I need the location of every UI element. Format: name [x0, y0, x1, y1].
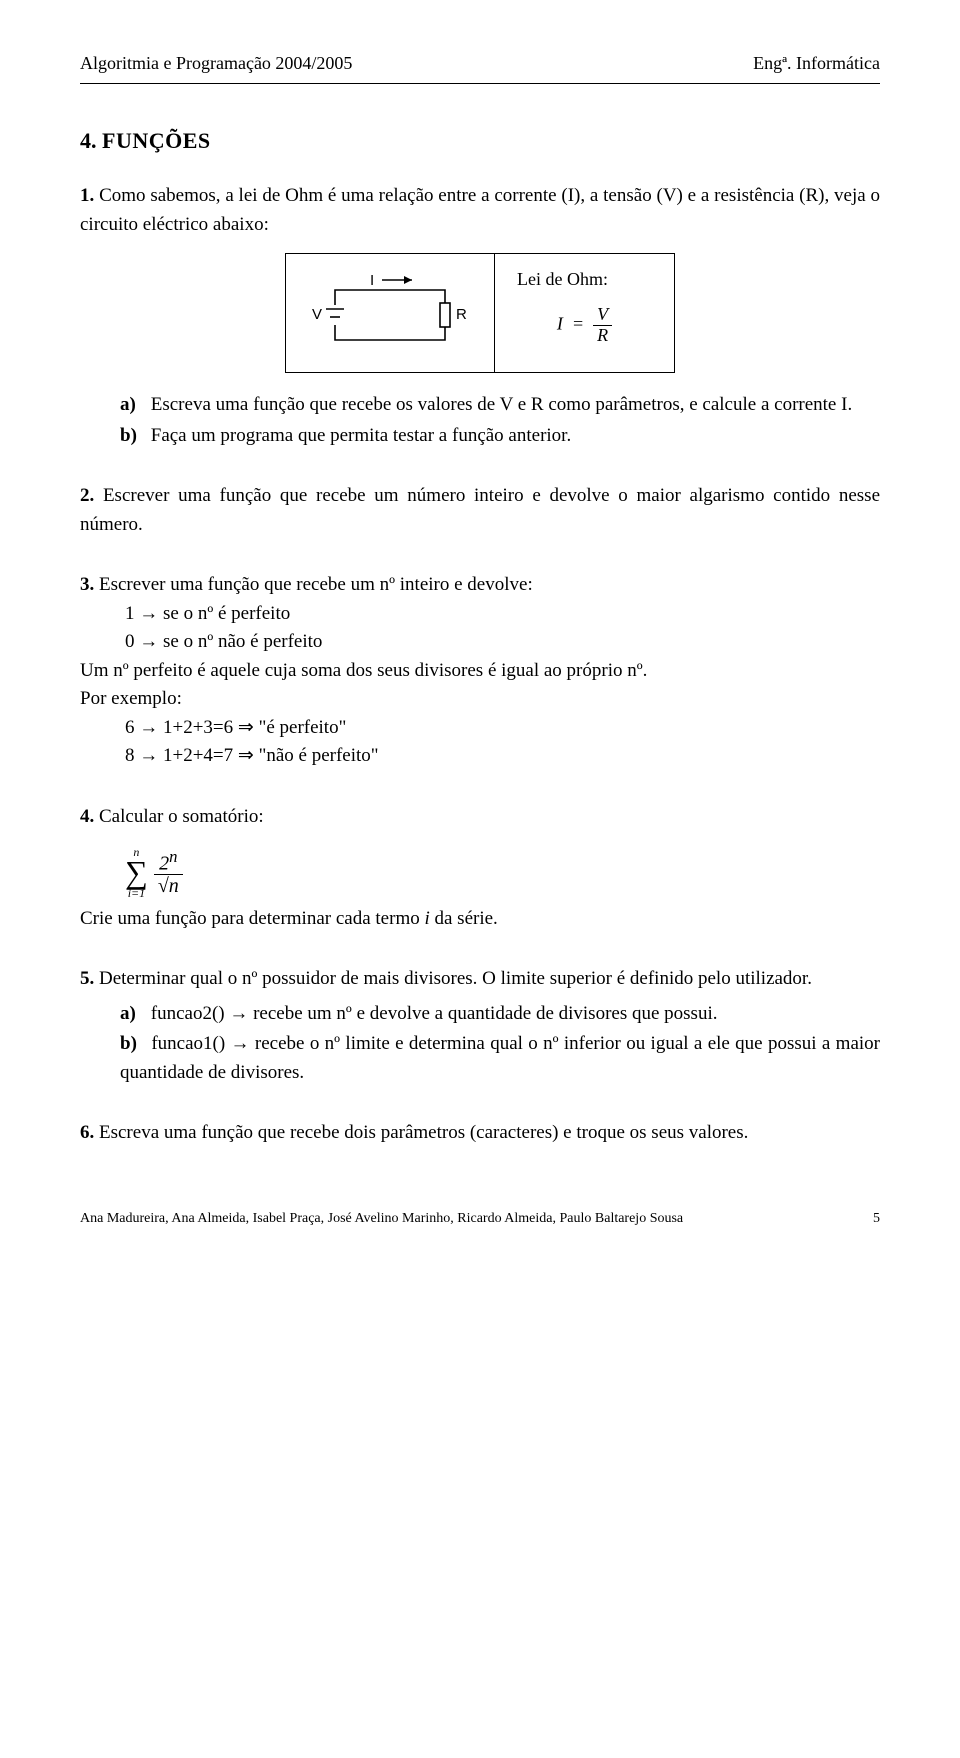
ex3-line4: Por exemplo: — [80, 685, 880, 714]
ex1-b-text: Faça um programa que permita testar a fu… — [151, 425, 571, 446]
ohm-eq: = — [572, 313, 584, 333]
page-footer: Ana Madureira, Ana Almeida, Isabel Praça… — [80, 1208, 880, 1229]
header-left: Algoritmia e Programação 2004/2005 — [80, 50, 352, 77]
sum-term: 2n √n — [154, 848, 183, 898]
sigma-bottom: i=1 — [128, 887, 145, 899]
ex5-a-label: a) — [120, 1000, 146, 1029]
ex1-a-text: Escreva uma função que recebe os valores… — [151, 394, 852, 415]
ex2-number: 2. — [80, 485, 94, 506]
ex3-line3: Um nº perfeito é aquele cuja soma dos se… — [80, 657, 880, 686]
exercise-6: 6. Escreva uma função que recebe dois pa… — [80, 1119, 880, 1148]
ex3-text: Escrever uma função que recebe um nº int… — [99, 574, 533, 595]
footer-left: Ana Madureira, Ana Almeida, Isabel Praça… — [80, 1208, 683, 1229]
sum-term-num: 2n — [154, 848, 183, 876]
circuit-V-label: V — [312, 306, 322, 323]
sum-term-den: √n — [154, 875, 183, 897]
ohm-I: I — [557, 313, 563, 333]
ex1-a: a) Escreva uma função que recebe os valo… — [120, 391, 880, 420]
ex1-b-label: b) — [120, 422, 146, 451]
exercise-5: 5. Determinar qual o nº possuidor de mai… — [80, 965, 880, 1087]
ex5-subitems: a) funcao2() → recebe um nº e devolve a … — [120, 1000, 880, 1088]
ex6-text: Escreva uma função que recebe dois parâm… — [99, 1122, 748, 1143]
ex4-sum: n ∑ i=1 2n √n — [125, 837, 880, 899]
circuit-R-label: R — [456, 306, 467, 323]
page-header: Algoritmia e Programação 2004/2005 Engª.… — [80, 50, 880, 77]
ex4-number: 4. — [80, 806, 94, 827]
header-right: Engª. Informática — [753, 50, 880, 77]
ex5-a-text: funcao2() → recebe um nº e devolve a qua… — [151, 1003, 718, 1024]
ohm-law-box: Lei de Ohm: I = V R — [495, 253, 675, 373]
ohm-law-title: Lei de Ohm: — [517, 266, 652, 293]
header-divider — [80, 83, 880, 84]
ex5-b: b) funcao1() → recebe o nº limite e dete… — [120, 1030, 880, 1087]
circuit-I-label: I — [370, 272, 374, 289]
ex1-subitems: a) Escreva uma função que recebe os valo… — [120, 391, 880, 450]
ex5-text: Determinar qual o nº possuidor de mais d… — [99, 968, 812, 989]
ohm-fraction: V R — [593, 305, 612, 346]
ex2-text: Escrever uma função que recebe um número… — [80, 485, 880, 535]
ex3-line6: 8 → 1+2+4=7 ⇒ "não é perfeito" — [125, 742, 880, 771]
ohm-formula: I = V R — [517, 305, 652, 346]
exercise-1: 1. Como sabemos, a lei de Ohm é uma rela… — [80, 182, 880, 450]
ex3-line5: 6 → 1+2+3=6 ⇒ "é perfeito" — [125, 714, 880, 743]
section-title: 4. FUNÇÕES — [80, 124, 880, 157]
circuit-svg: V R I — [300, 265, 480, 361]
ex5-number: 5. — [80, 968, 94, 989]
ex1-text: Como sabemos, a lei de Ohm é uma relação… — [80, 185, 880, 235]
section-number: 4. — [80, 128, 97, 153]
ex3-line1: 1 → se o nº é perfeito — [125, 600, 880, 629]
sigma-symbol: n ∑ i=1 — [125, 846, 148, 899]
ex1-number: 1. — [80, 185, 94, 206]
circuit-and-law-row: V R I Lei de Ohm: I = V R — [80, 253, 880, 373]
section-name: FUNÇÕES — [102, 128, 211, 153]
ohm-V: V — [593, 305, 612, 326]
exercise-4: 4. Calcular o somatório: n ∑ i=1 2n √n C… — [80, 803, 880, 934]
ex3-line2: 0 → se o nº não é perfeito — [125, 628, 880, 657]
footer-page-number: 5 — [873, 1208, 880, 1229]
exercise-3: 3. Escrever uma função que recebe um nº … — [80, 571, 880, 771]
ex5-a: a) funcao2() → recebe um nº e devolve a … — [120, 1000, 880, 1029]
ohm-R: R — [593, 326, 612, 346]
ex1-a-label: a) — [120, 391, 146, 420]
ex4-text: Calcular o somatório: — [99, 806, 264, 827]
ex1-b: b) Faça um programa que permita testar a… — [120, 422, 880, 451]
exercise-2: 2. Escrever uma função que recebe um núm… — [80, 482, 880, 539]
sigma-icon: ∑ — [125, 858, 148, 887]
ex5-b-text: funcao1() → recebe o nº limite e determi… — [120, 1033, 880, 1083]
ex5-b-label: b) — [120, 1030, 146, 1059]
circuit-diagram: V R I — [285, 253, 495, 373]
ex3-number: 3. — [80, 574, 94, 595]
ex4-after: Crie uma função para determinar cada ter… — [80, 905, 880, 934]
ex6-number: 6. — [80, 1122, 94, 1143]
